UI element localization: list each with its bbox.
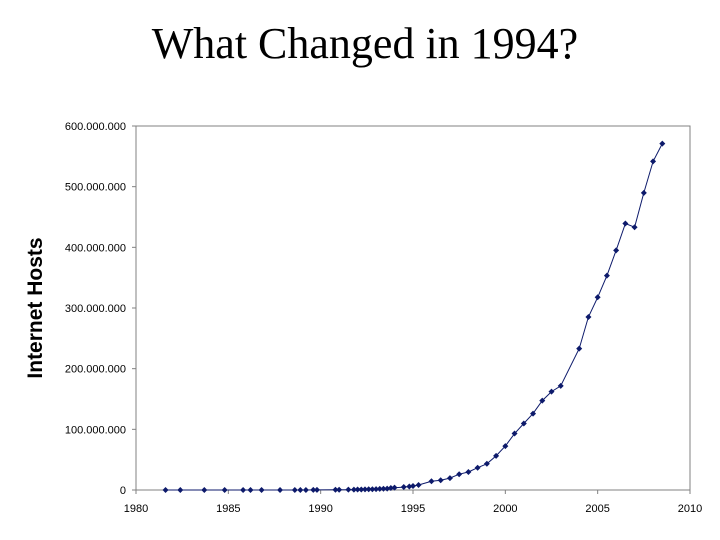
x-tick-label: 1985 — [216, 503, 240, 515]
data-point — [177, 486, 184, 493]
data-point — [539, 397, 546, 404]
data-point — [310, 486, 317, 493]
data-point — [493, 452, 500, 459]
data-point — [387, 485, 394, 492]
data-point — [437, 477, 444, 484]
data-point — [406, 483, 413, 490]
data-point — [221, 486, 228, 493]
data-point — [302, 486, 309, 493]
data-point — [277, 486, 284, 493]
data-point — [361, 486, 368, 493]
data-point — [391, 484, 398, 491]
data-point — [365, 486, 372, 493]
data-point — [650, 158, 657, 165]
data-point — [465, 469, 472, 476]
data-point — [456, 471, 463, 478]
data-point — [384, 485, 391, 492]
data-point — [291, 486, 298, 493]
data-point — [576, 345, 583, 352]
data-point — [585, 314, 592, 321]
x-tick-label: 1990 — [308, 503, 332, 515]
data-point — [640, 189, 647, 196]
y-tick-label: 400.000.000 — [65, 242, 126, 254]
data-point — [613, 247, 620, 254]
data-point — [297, 486, 304, 493]
x-axis: 1980 1985 1990 1995 2000 2005 2010 — [124, 490, 702, 515]
data-point — [247, 486, 254, 493]
y-axis-title: Internet Hosts — [24, 237, 47, 378]
y-tick-label: 0 — [120, 485, 126, 497]
data-point — [240, 486, 247, 493]
x-tick-label: 2000 — [493, 503, 517, 515]
data-point — [511, 430, 518, 437]
y-tick-label: 500.000.000 — [65, 182, 126, 194]
data-point — [603, 272, 610, 279]
x-tick-label: 1980 — [124, 503, 148, 515]
data-point — [358, 486, 365, 493]
data-point — [162, 486, 169, 493]
data-point — [530, 410, 537, 417]
series-points — [162, 140, 666, 493]
data-point — [631, 224, 638, 231]
data-point — [345, 486, 352, 493]
slide-title: What Changed in 1994? — [151, 19, 579, 68]
x-tick-label: 2010 — [678, 503, 702, 515]
data-point — [354, 486, 361, 493]
data-point — [313, 486, 320, 493]
data-point — [376, 485, 383, 492]
data-point — [622, 220, 629, 227]
y-tick-label: 100.000.000 — [65, 424, 126, 436]
data-point — [410, 482, 416, 489]
x-tick-label: 2005 — [585, 503, 609, 515]
data-point — [659, 140, 666, 147]
data-point — [594, 294, 601, 301]
data-point — [446, 475, 453, 482]
data-point — [428, 478, 435, 485]
data-point — [258, 486, 265, 493]
plot-area — [135, 125, 691, 491]
x-tick-label: 1995 — [401, 503, 425, 515]
data-point — [373, 486, 380, 493]
data-point — [332, 486, 339, 493]
y-tick-label: 600.000.000 — [65, 121, 126, 133]
data-point — [380, 485, 387, 492]
data-point — [483, 460, 490, 467]
data-point — [502, 443, 509, 450]
data-point — [548, 388, 555, 395]
data-point — [369, 486, 376, 493]
data-point — [557, 382, 564, 389]
data-point — [350, 486, 357, 493]
data-point — [400, 484, 407, 491]
data-point — [520, 420, 527, 427]
y-tick-label: 300.000.000 — [65, 303, 126, 315]
data-point — [201, 486, 208, 493]
data-point — [474, 464, 481, 471]
y-axis: 0 100.000.000 200.000.000 300.000.000 400.00… — [65, 121, 136, 497]
y-tick-label: 200.000.000 — [65, 364, 126, 376]
data-point — [336, 486, 343, 493]
data-point — [415, 482, 422, 489]
